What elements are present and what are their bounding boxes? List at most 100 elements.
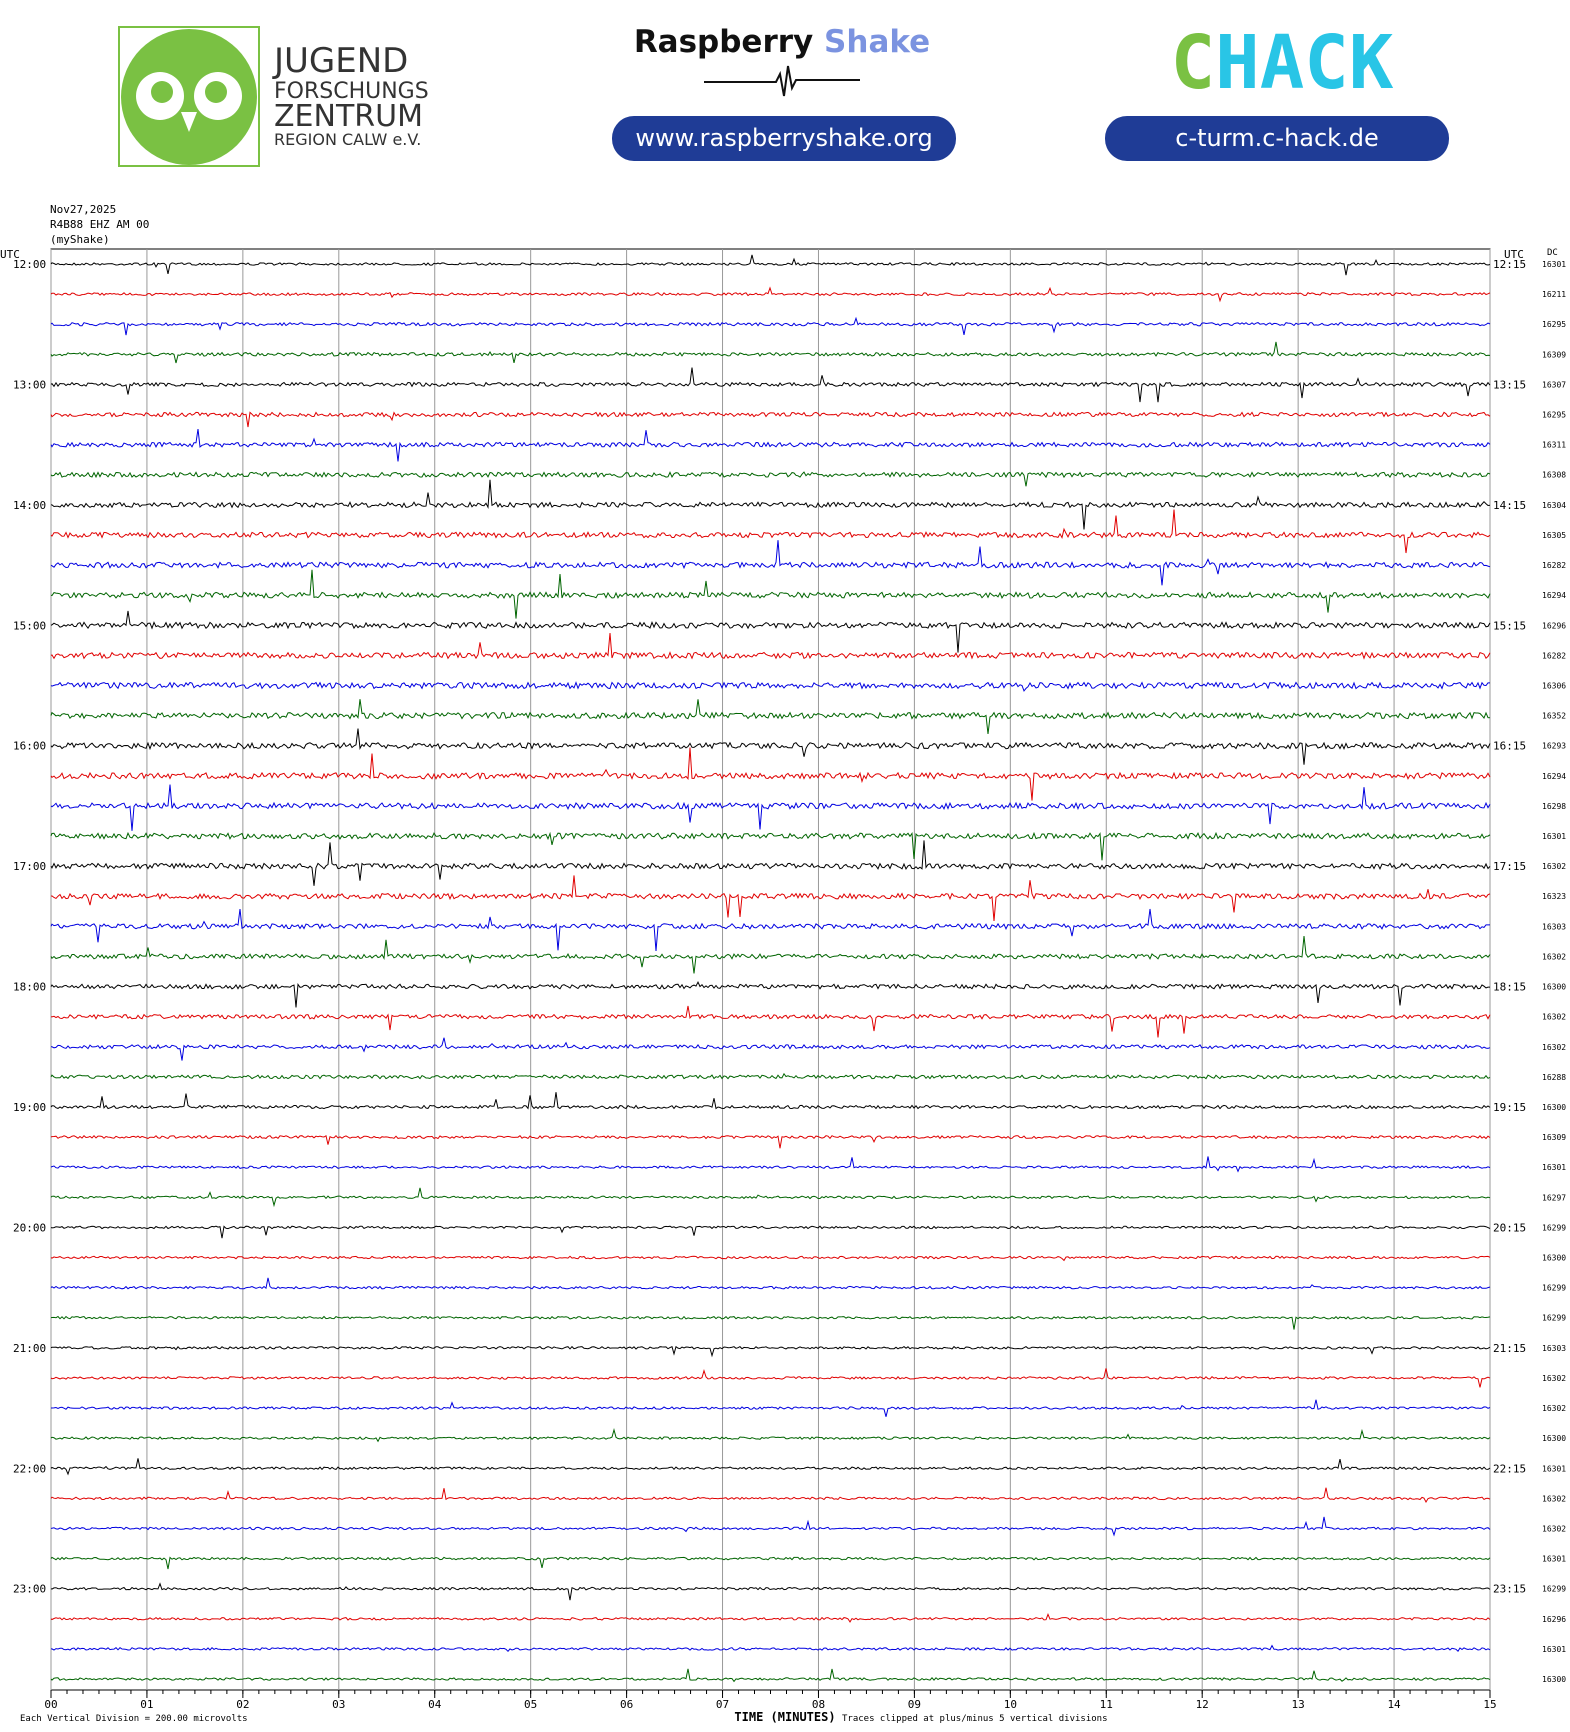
dc-value: 16294 [1542, 772, 1566, 781]
right-hour-label: 14:15 [1493, 499, 1526, 512]
brand-wave [704, 65, 860, 97]
x-tick-label: 13 [1292, 1698, 1305, 1711]
dc-value: 16303 [1542, 922, 1566, 931]
dc-value: 16296 [1542, 621, 1566, 630]
trace [50, 471, 1491, 487]
dc-value: 16282 [1542, 651, 1566, 660]
x-tick-label: 03 [332, 1698, 345, 1711]
trace [50, 1582, 1491, 1601]
dc-value: 16296 [1542, 1615, 1566, 1624]
trace [50, 1368, 1491, 1388]
dc-label: DC [1547, 248, 1558, 258]
trace [50, 681, 1490, 692]
dc-value: 16301 [1542, 1555, 1566, 1564]
dc-value: 16295 [1542, 320, 1566, 329]
dc-value: 16297 [1542, 1193, 1566, 1202]
owl-logo [118, 26, 260, 167]
hour-label: 14:00 [13, 499, 46, 512]
dc-value: 16299 [1542, 1314, 1566, 1323]
dc-value: 16304 [1542, 501, 1566, 510]
dc-value: 16305 [1542, 531, 1566, 540]
brand: Raspberry Shake [634, 24, 930, 60]
right-axis-label: UTC [1504, 248, 1524, 261]
trace [50, 1156, 1491, 1173]
dc-value: 16298 [1542, 802, 1566, 811]
dc-value: 16302 [1542, 1043, 1566, 1052]
trace [50, 1187, 1491, 1208]
dc-value: 16302 [1542, 952, 1566, 961]
trace [50, 367, 1491, 403]
dc-value: 16302 [1542, 1013, 1566, 1022]
trace [50, 747, 1491, 801]
dc-value: 16307 [1542, 380, 1566, 389]
dc-value: 16299 [1542, 1284, 1566, 1293]
hour-label: 13:00 [13, 378, 46, 391]
right-hour-label: 12:15 [1493, 258, 1526, 271]
dc-value: 16299 [1542, 1585, 1566, 1594]
x-tick-label: 10 [1004, 1698, 1017, 1711]
dc-value: 16302 [1542, 1524, 1566, 1533]
dc-value: 16288 [1542, 1073, 1566, 1082]
dc-value: 16302 [1542, 1494, 1566, 1503]
right-hour-label: 22:15 [1493, 1462, 1526, 1475]
dc-value: 16352 [1542, 712, 1566, 721]
chack-c: C [1171, 20, 1216, 106]
trace [50, 1487, 1491, 1504]
trace [50, 1345, 1491, 1358]
dc-value: 16301 [1542, 1464, 1566, 1473]
hour-label: 17:00 [13, 860, 46, 873]
trace [51, 1644, 1491, 1653]
trace [50, 286, 1491, 303]
x-tick-label: 01 [140, 1698, 153, 1711]
dc-value: 16309 [1542, 1133, 1566, 1142]
trace [50, 341, 1491, 364]
x-axis-label: TIME (MINUTES) [734, 1710, 835, 1724]
station: R4B88 EHZ AM 00 [50, 218, 149, 231]
x-tick-label: 09 [908, 1698, 921, 1711]
x-tick-label: 11 [1100, 1698, 1113, 1711]
hour-label: 22:00 [13, 1462, 46, 1475]
right-hour-label: 18:15 [1493, 981, 1526, 994]
trace [50, 1613, 1491, 1623]
dc-value: 16303 [1542, 1344, 1566, 1353]
url-pill[interactable] [1105, 116, 1449, 161]
brand-url[interactable]: www.raspberryshake.org [635, 124, 932, 152]
trace [50, 840, 1491, 886]
dc-value: 16301 [1542, 832, 1566, 841]
trace [50, 1277, 1491, 1290]
trace [50, 1516, 1491, 1537]
plot-frame [50, 248, 1491, 1691]
hour-label: 18:00 [13, 981, 46, 994]
trace [50, 1225, 1491, 1239]
dc-value: 16302 [1542, 1374, 1566, 1383]
left-axis-label: UTC [0, 248, 20, 261]
trace [50, 316, 1491, 336]
x-tick-label: 02 [236, 1698, 249, 1711]
x-tick-label: 07 [716, 1698, 729, 1711]
hour-label: 15:00 [13, 619, 46, 632]
trace [51, 479, 1491, 530]
dc-value: 16309 [1542, 350, 1566, 359]
dc-value: 16211 [1542, 290, 1566, 299]
trace [51, 1399, 1491, 1417]
x-tick-label: 15 [1483, 1698, 1496, 1711]
right-hour-label: 13:15 [1493, 378, 1526, 391]
dc-value: 16293 [1542, 742, 1566, 751]
org-line: REGION CALW e.V. [274, 130, 421, 149]
hour-label: 20:00 [13, 1221, 46, 1234]
dc-value: 16282 [1542, 561, 1566, 570]
dc-value: 16300 [1542, 1675, 1566, 1684]
clip-note: Traces clipped at plus/minus 5 vertical … [842, 1714, 1108, 1724]
hour-label: 23:00 [13, 1583, 46, 1596]
trace [50, 1072, 1491, 1080]
url-pill[interactable] [612, 116, 956, 161]
trace [50, 875, 1491, 921]
x-tick-label: 05 [524, 1698, 537, 1711]
trace [50, 1428, 1491, 1443]
trace [50, 728, 1491, 765]
trace [50, 509, 1491, 554]
right-hour-label: 21:15 [1493, 1342, 1526, 1355]
trace [50, 610, 1491, 653]
chack-url[interactable]: c-turm.c-hack.de [1175, 124, 1378, 152]
